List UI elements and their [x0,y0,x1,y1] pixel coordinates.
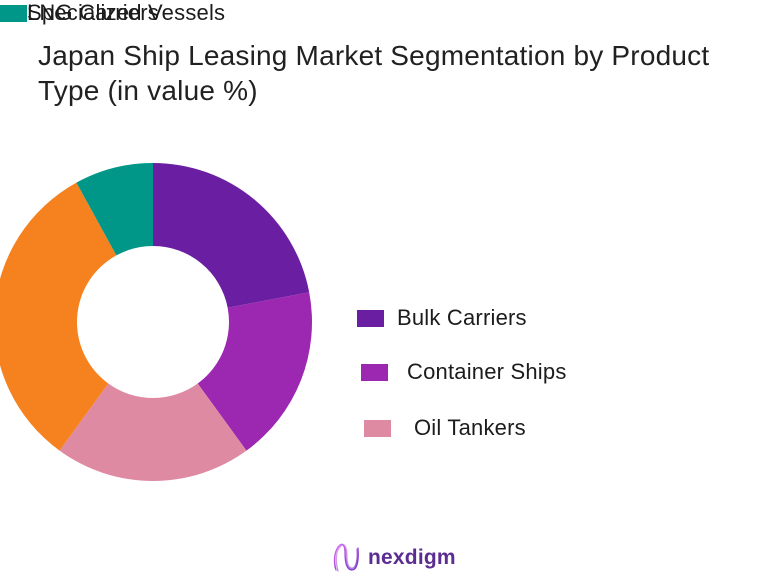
donut-slice-bulk-carriers [153,163,310,308]
legend-label: LNG Carriers [27,0,159,25]
chart-title: Japan Ship Leasing Market Segmentation b… [38,40,710,106]
legend-label: Container Ships [407,359,567,384]
legend-label: Bulk Carriers [397,305,527,330]
donut-slice-container-ships [197,292,312,451]
legend-item-oil-tankers: Oil Tankers [364,415,526,441]
legend-swatch-specialized-vessels [0,4,27,22]
legend-swatch-bulk-carriers [357,309,384,327]
nexdigm-logo-icon [333,543,359,572]
legend-label: Specialized Vessels [27,0,226,25]
donut-chart [0,140,340,520]
legend-swatch-container-ships [361,363,388,381]
nexdigm-logo-text: nexdigm [368,546,456,569]
legend-item-container-ships: Container Ships [361,359,567,385]
legend-item-bulk-carriers: Bulk Carriers [357,305,527,331]
donut-svg [0,163,312,481]
legend-swatch-oil-tankers [364,419,391,437]
donut-slice-lng-carriers [0,182,117,451]
donut-slice-oil-tankers [59,383,247,481]
nexdigm-logo: nexdigm [331,540,456,576]
legend-item-specialized-vessels: Specialized Vessels [0,0,225,26]
donut-slice-specialized-vessels [76,163,153,256]
legend-label: Oil Tankers [414,415,526,440]
